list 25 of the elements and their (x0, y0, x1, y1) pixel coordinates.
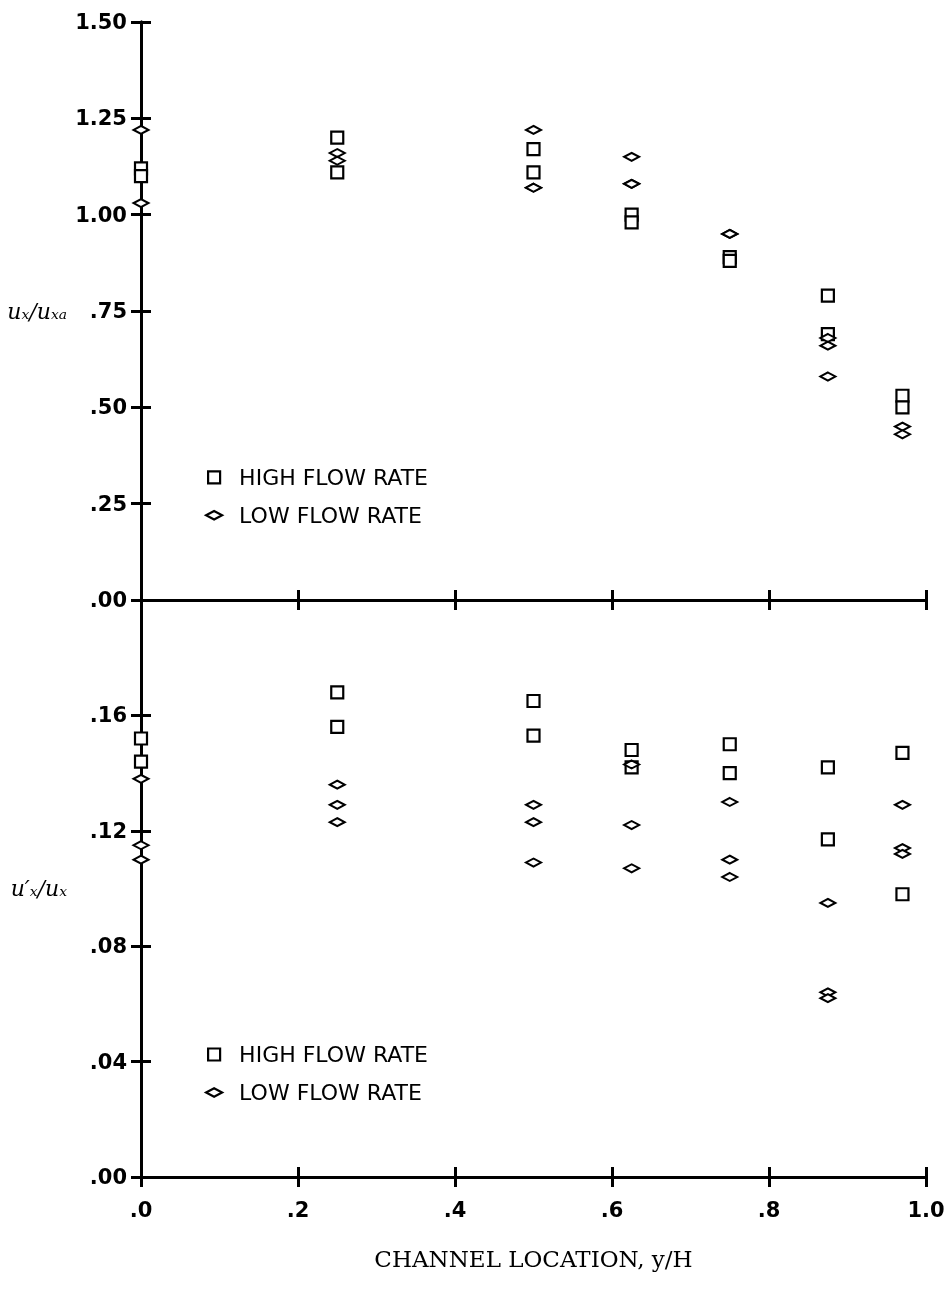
y-tick-label: 1.25 (75, 106, 127, 131)
legend-label: LOW FLOW RATE (239, 502, 422, 528)
y-tick-label: 1.50 (75, 10, 127, 34)
y-tick-label: .25 (89, 491, 127, 516)
legend-label: LOW FLOW RATE (239, 1080, 422, 1106)
x-tick-label: .8 (757, 1197, 781, 1222)
y-axis-title: uₓ/uₓₐ (7, 298, 67, 324)
x-tick-label: .4 (443, 1197, 467, 1222)
x-tick-label: 1.0 (907, 1197, 945, 1222)
y-tick-label: .04 (89, 1049, 127, 1074)
y-tick-label: .12 (89, 818, 127, 843)
y-axis-title: u′ₓ/uₓ (10, 876, 68, 901)
legend-label: HIGH FLOW RATE (239, 1042, 428, 1068)
x-tick-label: .6 (600, 1197, 624, 1222)
x-axis-title: CHANNEL LOCATION, y/H (374, 1245, 693, 1272)
x-tick-label: .0 (129, 1197, 153, 1222)
x-tick-label: .2 (286, 1197, 310, 1222)
y-tick-label: .16 (89, 703, 127, 728)
y-tick-label: .50 (89, 395, 127, 420)
y-tick-label: .08 (89, 934, 127, 959)
y-tick-label: .00 (89, 1165, 127, 1189)
legend-label: HIGH FLOW RATE (239, 464, 428, 490)
y-tick-label: .75 (89, 299, 127, 323)
y-tick-label: .00 (89, 588, 127, 612)
y-tick-label: 1.00 (75, 202, 127, 227)
